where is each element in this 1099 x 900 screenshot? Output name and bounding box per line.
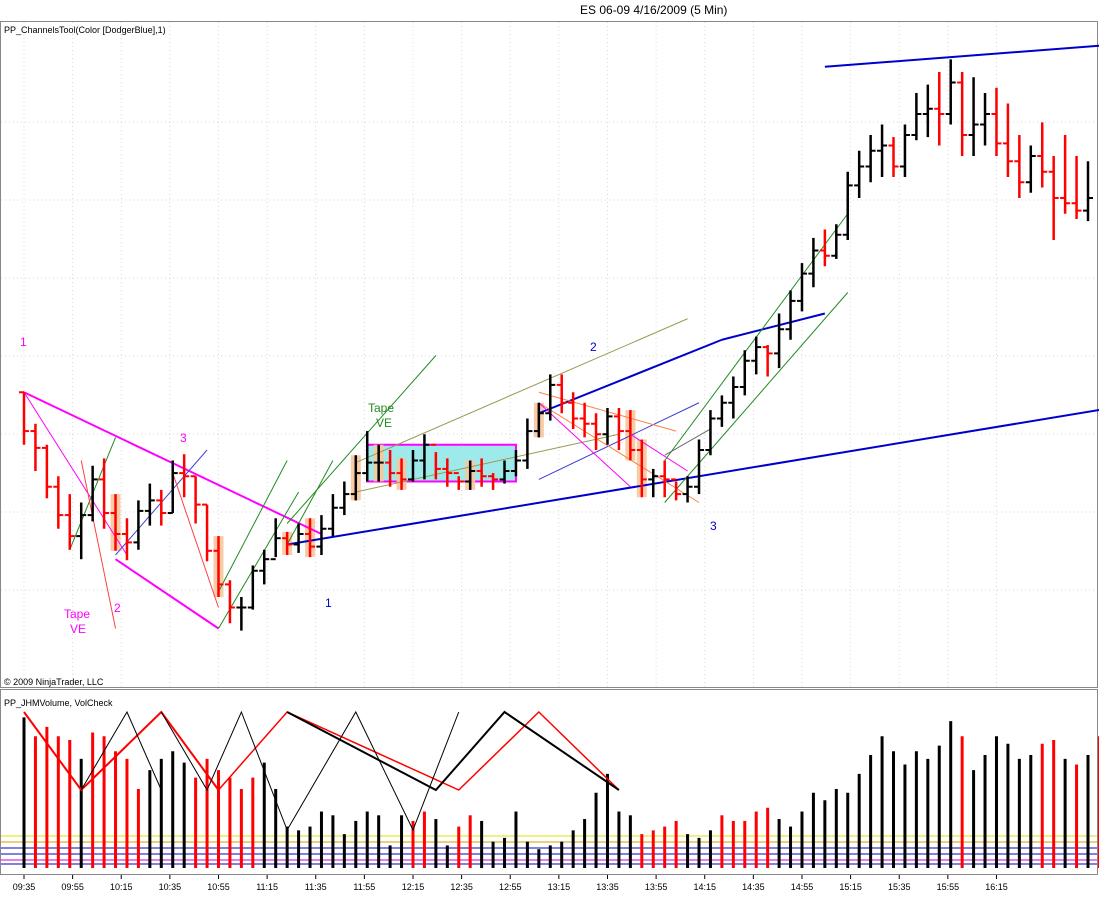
- x-tick-label: 11:35: [305, 882, 327, 892]
- x-tick-label: 13:55: [645, 882, 668, 892]
- olive-channel-lower: [355, 433, 620, 493]
- price-bars-layer: [19, 59, 1093, 631]
- tape-ve-left-line1: Tape: [64, 607, 90, 621]
- green-channel-1-lower: [218, 491, 300, 629]
- x-tick-label: 10:15: [110, 882, 133, 892]
- x-tick-label: 09:35: [13, 882, 36, 892]
- blue-channel-upper-2: [721, 312, 826, 341]
- pt3-blue-label: 3: [710, 519, 717, 533]
- price-panel-frame: [0, 21, 1098, 688]
- tape-ve-left-line2: VE: [70, 622, 86, 636]
- x-tick-label: 12:15: [402, 882, 425, 892]
- magenta-thin-line: [23, 391, 128, 556]
- red-thin-line-1: [80, 460, 117, 629]
- green-channel-1-upper: [218, 460, 288, 592]
- pt1-magenta-label: 1: [20, 335, 27, 349]
- volume-bars-layer: [1, 710, 1099, 868]
- x-tick-label: 10:55: [207, 882, 230, 892]
- zigzag-black-1: [80, 710, 162, 791]
- x-tick-label: 12:35: [450, 882, 473, 892]
- x-tick-label: 14:35: [742, 882, 765, 892]
- x-tick-label: 13:15: [548, 882, 571, 892]
- blue-channel-top: [824, 44, 1099, 68]
- zigzag-black-3: [286, 710, 620, 792]
- pt2-magenta-label: 2: [114, 601, 121, 615]
- x-tick-label: 15:55: [937, 882, 960, 892]
- x-tick-label: 11:55: [353, 882, 375, 892]
- pt1-blue-label: 1: [325, 596, 332, 610]
- x-tick-label: 11:15: [256, 882, 278, 892]
- window-title: ES 06-09 4/16/2009 (5 Min): [580, 3, 727, 17]
- x-tick-label: 10:35: [159, 882, 182, 892]
- magenta-channel-lower: [114, 558, 220, 630]
- zigzag-red-1: [23, 710, 220, 792]
- tape-ve-mid-line1: Tape: [368, 401, 394, 415]
- green-channel-3-lower: [664, 292, 849, 503]
- x-tick-label: 09:55: [61, 882, 84, 892]
- price-indicator-label: PP_ChannelsTool(Color [DodgerBlue],1): [4, 25, 166, 35]
- gray-line-1: [664, 428, 711, 456]
- volume-indicator-label: PP_JHMVolume, VolCheck: [4, 698, 113, 708]
- volume-panel-frame: [0, 689, 1098, 875]
- x-tick-label: 13:35: [596, 882, 619, 892]
- x-tick-label: 16:15: [985, 882, 1008, 892]
- pt3-magenta-label: 3: [180, 431, 187, 445]
- magenta-thin-line-2: [538, 402, 631, 488]
- copyright-text: © 2009 NinjaTrader, LLC: [4, 677, 104, 687]
- x-tick-label: 14:15: [693, 882, 716, 892]
- zigzag-red-2: [217, 710, 620, 791]
- zigzag-black-2: [160, 710, 460, 832]
- x-tick-label: 15:15: [839, 882, 862, 892]
- green-channel-2-a: [286, 460, 334, 545]
- orange-line-2: [538, 402, 700, 503]
- x-tick-label: 14:55: [791, 882, 814, 892]
- pt2-blue-label: 2: [590, 340, 597, 354]
- magenta-thin-line-3: [630, 433, 688, 472]
- grid-layer: [1, 22, 1097, 688]
- x-axis-layer: 09:35 09:55 10:15 10:35 10:55 11:15 11:35 11:55…: [13, 875, 1008, 892]
- red-thin-line-2: [172, 472, 219, 608]
- tape-ve-mid-line2: VE: [376, 416, 392, 430]
- green-channel-2-b: [286, 355, 437, 524]
- olive-channel-upper: [355, 318, 688, 464]
- x-tick-label: 12:55: [499, 882, 522, 892]
- x-tick-label: 15:35: [888, 882, 911, 892]
